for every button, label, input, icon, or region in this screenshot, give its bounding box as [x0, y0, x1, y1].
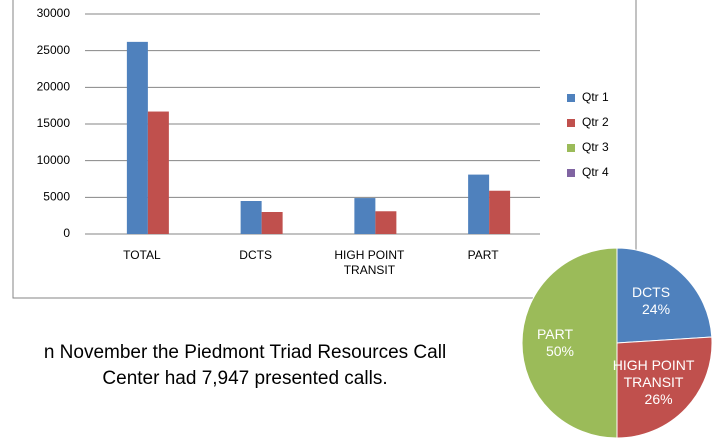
bar — [261, 212, 283, 234]
pie-value-label: 24% — [642, 301, 671, 318]
legend-label: Qtr 2 — [582, 115, 609, 129]
y-tick-label: 25000 — [37, 43, 71, 57]
legend-swatch — [567, 119, 575, 127]
legend-swatch — [567, 94, 575, 102]
pie-value-label: 50% — [545, 343, 575, 359]
bar — [468, 174, 490, 234]
x-tick-label: HIGH POINT TRANSIT — [334, 248, 405, 277]
chart-frame — [12, 0, 637, 299]
x-tick-label: TOTAL — [123, 248, 161, 262]
pie-value-label: 26% — [644, 390, 673, 407]
legend-swatch — [567, 169, 575, 177]
y-tick-label: 15000 — [37, 116, 71, 130]
y-tick-label: 5000 — [43, 190, 70, 204]
bar — [375, 211, 397, 234]
caption: n November the Piedmont Triad Resources … — [43, 342, 447, 389]
pie-slice — [616, 336, 713, 439]
y-tick-label: 0 — [63, 226, 70, 240]
bar — [489, 190, 511, 234]
pie-label: PART — [536, 326, 574, 342]
pie-label: DCTS — [631, 284, 671, 301]
pie-slice — [521, 247, 618, 439]
y-tick-label: 20000 — [37, 80, 71, 94]
bar — [354, 198, 376, 234]
legend-label: Qtr 4 — [582, 165, 609, 179]
y-tick-label: 10000 — [37, 153, 71, 167]
pie-label: HIGH POINT TRANSIT — [612, 356, 695, 390]
x-tick-label: DCTS — [239, 248, 272, 262]
legend-swatch — [567, 144, 575, 152]
bar — [240, 201, 262, 234]
legend-label: Qtr 3 — [582, 140, 609, 154]
pie-slice — [616, 247, 713, 344]
bar — [147, 111, 169, 234]
bar — [126, 41, 148, 234]
y-tick-label: 30000 — [37, 6, 71, 20]
x-tick-label: PART — [467, 248, 499, 262]
legend-label: Qtr 1 — [582, 90, 609, 104]
